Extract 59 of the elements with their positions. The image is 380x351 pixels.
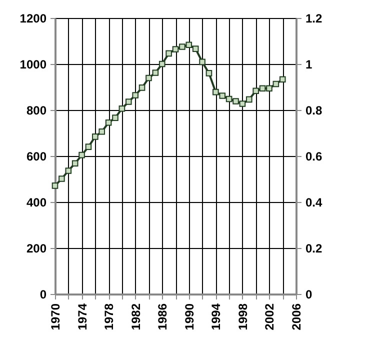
point — [232, 98, 239, 104]
y-tick-label: 200 — [26, 242, 47, 256]
y2-tick-label: 0.6 — [306, 150, 323, 164]
y2-tick-label: 0.2 — [306, 242, 323, 256]
point — [72, 160, 78, 167]
point — [132, 92, 138, 98]
x-tick-label: 1974 — [75, 303, 90, 330]
y-tick-label: 1000 — [20, 58, 47, 72]
y2-tick-label: 0.8 — [306, 104, 323, 118]
x-tick-label: 1978 — [102, 303, 116, 330]
x-tick-label: 1994 — [209, 303, 224, 330]
point — [179, 44, 186, 50]
x-tick-label: 2006 — [290, 303, 304, 330]
x-tick-label: 1970 — [48, 303, 62, 330]
point — [166, 50, 172, 57]
point — [146, 74, 152, 82]
y2-tick-label: 1 — [306, 58, 312, 72]
x-tick-label: 2002 — [262, 303, 277, 330]
y2-tick-label: 0 — [306, 288, 312, 302]
point — [138, 84, 146, 91]
point — [172, 46, 179, 52]
point — [279, 76, 286, 83]
point — [112, 114, 118, 121]
point — [52, 182, 58, 189]
point — [206, 70, 212, 76]
point — [58, 176, 65, 182]
y2-tick-label: 1.2 — [306, 12, 323, 26]
y-tick-label: 400 — [26, 196, 47, 210]
y-tick-label: 800 — [26, 104, 47, 118]
point — [118, 105, 126, 112]
point — [266, 85, 272, 92]
point — [219, 92, 226, 99]
point — [192, 46, 199, 52]
point — [246, 96, 252, 103]
point — [252, 88, 259, 94]
point — [186, 42, 192, 48]
y-tick-label: 1200 — [20, 12, 47, 26]
y-tick-label: 600 — [26, 150, 47, 164]
point — [92, 134, 98, 140]
x-tick-label: 1990 — [182, 303, 196, 330]
point — [78, 152, 85, 158]
point — [98, 128, 106, 135]
point — [212, 88, 219, 96]
point — [226, 96, 232, 102]
point — [259, 85, 266, 92]
point — [272, 80, 280, 88]
point — [239, 100, 246, 107]
point — [65, 168, 72, 174]
x-tick-label: 1982 — [128, 303, 143, 330]
point — [125, 98, 132, 105]
point — [85, 144, 92, 150]
y2-tick-label: 0.4 — [306, 196, 323, 210]
x-tick-label: 1986 — [156, 303, 170, 330]
x-tick-label: 1998 — [236, 303, 250, 330]
point — [105, 120, 112, 126]
point — [152, 70, 159, 76]
y-tick-label: 0 — [40, 288, 47, 302]
point — [158, 60, 166, 68]
point — [199, 58, 206, 66]
